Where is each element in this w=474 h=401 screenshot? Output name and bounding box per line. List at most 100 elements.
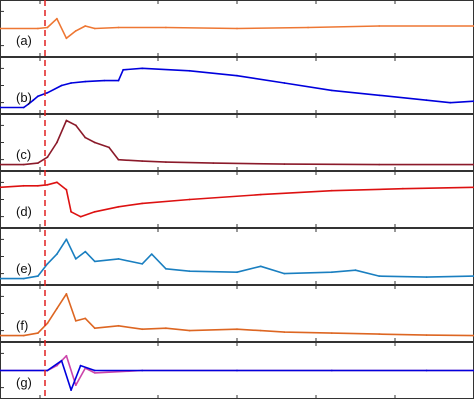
data-point (56, 181, 58, 184)
data-point (0, 277, 1, 280)
data-point (188, 198, 191, 201)
data-point (79, 364, 82, 367)
data-point (122, 68, 125, 71)
data-point (378, 333, 381, 335)
data-point (65, 188, 68, 191)
data-point (141, 328, 144, 331)
panel-frame (0, 57, 474, 114)
data-point (188, 270, 191, 273)
data-point (22, 106, 25, 109)
data-point (117, 158, 120, 161)
panel-label: (f) (16, 318, 28, 333)
data-point (165, 161, 167, 164)
data-point (56, 17, 58, 20)
panel-g: (g) (0, 342, 474, 399)
data-point (65, 238, 68, 241)
data-point (37, 184, 39, 187)
data-point (46, 369, 49, 372)
panel-frame (0, 285, 474, 342)
series-line-1 (0, 181, 474, 218)
data-point (330, 332, 333, 334)
panel-d: (d) (0, 171, 474, 228)
series-line-1 (0, 119, 474, 166)
data-point (46, 91, 49, 94)
data-point (32, 99, 35, 102)
data-point (74, 320, 77, 322)
data-point (449, 101, 452, 104)
data-point (22, 277, 25, 280)
data-point (70, 210, 72, 213)
series-line-2 (0, 359, 474, 391)
data-point (74, 124, 77, 127)
data-point (150, 253, 153, 256)
data-point (378, 275, 381, 277)
data-point (236, 74, 238, 77)
data-point (65, 119, 68, 122)
data-point (425, 369, 428, 372)
panel-label: (b) (16, 90, 32, 105)
data-point (74, 384, 77, 387)
data-point (56, 307, 58, 310)
data-point (141, 369, 144, 372)
data-point (378, 163, 381, 166)
data-point (165, 26, 167, 29)
data-point (425, 334, 428, 336)
panel-b: (b) (0, 57, 474, 114)
data-point (37, 95, 39, 98)
data-point (27, 103, 30, 105)
data-point (378, 25, 381, 27)
data-point (0, 163, 1, 166)
panel-f: (f) (0, 285, 474, 342)
data-point (60, 84, 63, 87)
data-point (236, 328, 238, 331)
data-point (37, 275, 39, 277)
series-line-1 (0, 67, 474, 109)
data-point (236, 27, 238, 30)
data-point (141, 202, 144, 205)
data-point (330, 369, 333, 372)
data-point (330, 89, 333, 92)
data-point (117, 258, 120, 260)
data-point (141, 263, 144, 265)
data-point (84, 25, 87, 27)
data-point (307, 26, 309, 29)
data-point (212, 162, 215, 165)
data-point (79, 215, 82, 218)
data-point (22, 184, 25, 187)
data-point (0, 186, 1, 189)
panel-c: (c) (0, 114, 474, 171)
data-point (22, 163, 25, 166)
data-point (84, 250, 87, 253)
panel-label: (c) (16, 147, 31, 162)
data-point (46, 183, 49, 186)
data-point (65, 293, 68, 295)
data-point (60, 359, 63, 362)
data-point (93, 369, 96, 372)
data-point (70, 82, 72, 84)
data-point (0, 106, 1, 109)
data-point (283, 272, 286, 275)
data-point (259, 329, 262, 332)
panel-e: (e) (0, 228, 474, 285)
data-point (37, 332, 39, 334)
panel-label: (d) (16, 204, 32, 219)
data-point (117, 26, 120, 29)
panel-label: (g) (16, 375, 32, 390)
data-point (425, 99, 428, 102)
data-point (46, 322, 49, 325)
data-point (378, 94, 381, 97)
data-point (117, 79, 120, 82)
data-point (70, 389, 72, 391)
data-point (236, 369, 238, 372)
data-point (65, 354, 68, 357)
data-point (188, 329, 191, 332)
data-point (37, 27, 39, 30)
data-point (103, 79, 106, 82)
data-point (56, 141, 58, 144)
panel-frame (0, 171, 474, 228)
panel-label: (e) (16, 261, 32, 276)
data-point (283, 163, 286, 166)
data-point (236, 271, 238, 274)
data-point (165, 327, 167, 330)
